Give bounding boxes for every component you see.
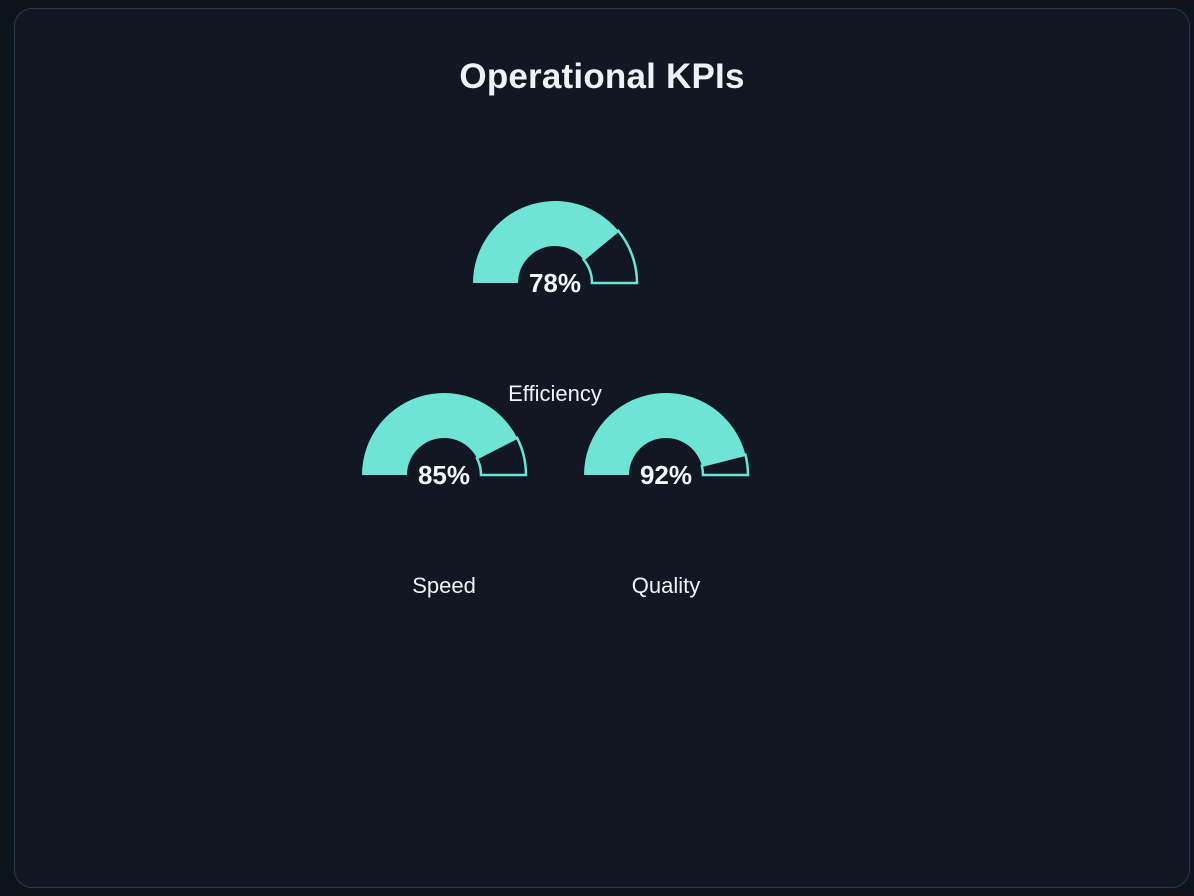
gauge-value-arc — [584, 393, 746, 475]
gauge-name-label: Quality — [632, 573, 700, 598]
gauge-name-label: Speed — [412, 573, 476, 598]
gauge-remaining-arc — [581, 228, 639, 285]
gauge-speed: 85% Speed — [362, 392, 528, 598]
gauge-remaining-arc — [700, 453, 750, 477]
gauge-value-arc — [473, 201, 619, 283]
gauge-quality: 92% Quality — [584, 393, 750, 598]
gauge-value-label: 85% — [418, 460, 470, 490]
gauge-value-label: 92% — [640, 460, 692, 490]
gauge-value-arc — [362, 392, 518, 475]
gauge-efficiency: 78% Efficiency — [473, 201, 639, 406]
gauge-remaining-arc — [475, 436, 528, 477]
chart-title: Operational KPIs — [459, 57, 745, 96]
gauge-name-label: Efficiency — [508, 381, 602, 406]
gauge-value-label: 78% — [529, 268, 581, 298]
